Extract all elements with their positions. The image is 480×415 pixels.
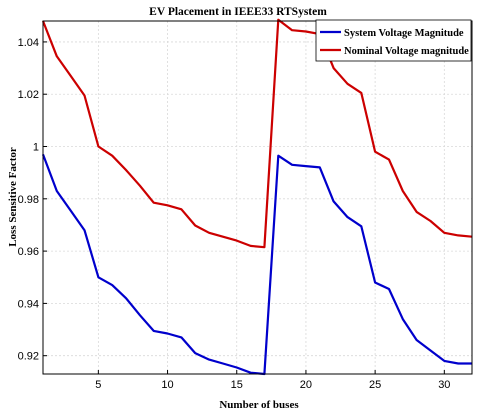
x-tick-label: 25	[369, 379, 381, 391]
x-tick-label: 5	[95, 379, 101, 391]
series-line-nominal-voltage	[41, 18, 473, 249]
x-axis-label: Number of buses	[219, 399, 299, 411]
y-tick-label: 0.96	[18, 246, 39, 258]
plot-frame	[42, 20, 473, 375]
legend-label-system-voltage: System Voltage Magnitude	[344, 28, 464, 39]
y-tick-label: 1.04	[18, 37, 39, 49]
chart-title: EV Placement in IEEE33 RTSystem	[149, 6, 327, 18]
y-tick-label: 0.92	[18, 351, 39, 363]
x-tick-label: 10	[161, 379, 173, 391]
x-axis-ticks: 5 10 15 20 25 30	[95, 370, 450, 391]
legend-box	[315, 19, 472, 62]
x-tick-label: 15	[231, 379, 243, 391]
x-tick-label: 20	[300, 379, 312, 391]
series-layer	[41, 18, 473, 376]
y-axis-ticks: 0.92 0.94 0.96 0.98 1 1.02 1.04	[18, 37, 47, 363]
series-line-system-voltage	[41, 154, 472, 376]
y-tick-label: 1	[33, 142, 39, 154]
legend-label-nominal-voltage: Nominal Voltage magnitude	[344, 46, 469, 57]
y-axis-label: Loss Sensitive Factor	[7, 147, 19, 247]
legend: System Voltage Magnitude Nominal Voltage…	[315, 19, 472, 62]
y-tick-label: 0.94	[18, 298, 39, 310]
x-tick-label: 30	[438, 379, 450, 391]
y-tick-label: 1.02	[18, 89, 39, 101]
y-tick-label: 0.98	[18, 194, 39, 206]
